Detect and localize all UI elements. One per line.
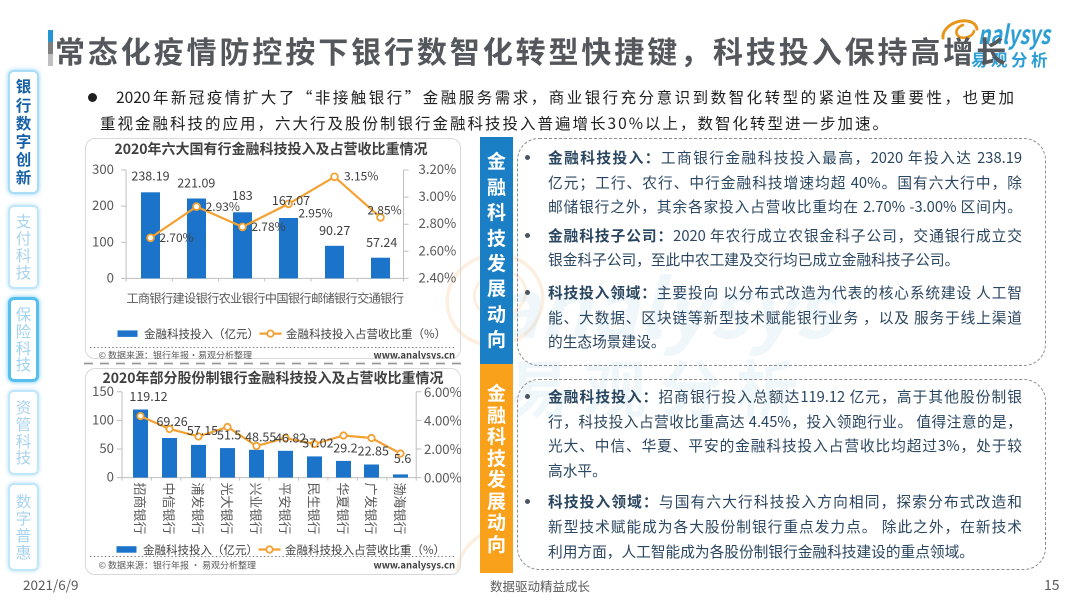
svg-text:221.09: 221.09 — [177, 173, 215, 192]
svg-text:2.60%: 2.60% — [418, 240, 456, 259]
svg-text:兴业银行: 兴业银行 — [247, 483, 266, 535]
svg-text:51.5: 51.5 — [217, 424, 241, 443]
svg-text:200: 200 — [92, 195, 114, 214]
svg-text:nalysys: nalysys — [978, 15, 1052, 52]
svg-text:57.24: 57.24 — [366, 232, 397, 251]
svg-text:3.00%: 3.00% — [418, 186, 456, 205]
svg-text:2020年六大国有行金融科技投入及占营收比重情况: 2020年六大国有行金融科技投入及占营收比重情况 — [114, 139, 427, 159]
svg-text:22.85: 22.85 — [357, 441, 388, 460]
svg-text:3.15%: 3.15% — [344, 168, 378, 185]
svg-text:46.82: 46.82 — [275, 427, 306, 446]
svg-text:100: 100 — [92, 231, 114, 250]
svg-text:广发银行: 广发银行 — [362, 483, 381, 535]
svg-text:2020年部分股份制银行金融科技投入及占营收比重情况: 2020年部分股份制银行金融科技投入及占营收比重情况 — [102, 368, 443, 388]
svg-text:民生银行: 民生银行 — [305, 483, 324, 535]
svg-text:工商银行建设银行农业银行中国银行邮储银行交通银行: 工商银行建设银行农业银行中国银行邮储银行交通银行 — [126, 289, 403, 307]
svg-text:易观分析: 易观分析 — [971, 47, 1051, 70]
svg-text:华夏银行: 华夏银行 — [334, 483, 353, 535]
svg-text:2.70%: 2.70% — [159, 229, 193, 246]
svg-text:© 数据来源：银行年报 · 易观分析整理: © 数据来源：银行年报 · 易观分析整理 — [98, 559, 256, 572]
svg-text:© 数据来源：银行年报·易观分析整理: © 数据来源：银行年报·易观分析整理 — [98, 349, 252, 359]
svg-text:300: 300 — [92, 159, 114, 178]
svg-text:浦发银行: 浦发银行 — [189, 483, 208, 535]
svg-text:69.26: 69.26 — [156, 411, 187, 430]
svg-text:50: 50 — [99, 438, 114, 457]
svg-text:57.15: 57.15 — [186, 420, 217, 439]
svg-text:2.78%: 2.78% — [251, 218, 285, 235]
svg-text:37.02: 37.02 — [302, 433, 333, 452]
svg-text:100: 100 — [92, 409, 114, 428]
svg-text:2.40%: 2.40% — [418, 267, 456, 286]
svg-text:www.analysys.cn: www.analysys.cn — [373, 348, 455, 359]
svg-text:48.55: 48.55 — [245, 427, 276, 446]
svg-text:6.00%: 6.00% — [424, 382, 461, 401]
svg-text:易观分析: 易观分析 — [508, 340, 812, 430]
svg-text:5.6: 5.6 — [393, 448, 410, 467]
svg-text:2.93%: 2.93% — [205, 198, 239, 215]
svg-text:光大银行: 光大银行 — [218, 483, 237, 535]
svg-text:2.00%: 2.00% — [424, 439, 461, 458]
svg-text:金融科技投入（亿元）: 金融科技投入（亿元） — [144, 326, 259, 342]
svg-text:119.12: 119.12 — [129, 386, 167, 405]
svg-text:238.19: 238.19 — [131, 166, 169, 185]
svg-text:0.00%: 0.00% — [424, 468, 461, 487]
svg-text:150: 150 — [92, 381, 114, 400]
svg-text:0: 0 — [106, 467, 113, 486]
svg-text:0: 0 — [106, 267, 113, 286]
svg-text:29.2: 29.2 — [333, 437, 357, 456]
svg-text:2.80%: 2.80% — [418, 213, 456, 232]
svg-text:analysys: analysys — [492, 246, 841, 362]
svg-text:渤海银行: 渤海银行 — [391, 483, 410, 535]
svg-text:招商银行: 招商银行 — [131, 483, 150, 535]
svg-text:183: 183 — [231, 185, 252, 204]
svg-text:3.20%: 3.20% — [418, 159, 456, 178]
svg-text:www.analysys.cn: www.analysys.cn — [373, 558, 455, 572]
svg-text:金融科技投入占营收比重（%）: 金融科技投入占营收比重（%） — [286, 326, 446, 342]
svg-text:金融科技投入（亿元）: 金融科技投入（亿元） — [143, 542, 258, 558]
svg-text:平安银行: 平安银行 — [276, 483, 295, 535]
svg-text:167.07: 167.07 — [271, 190, 309, 209]
svg-text:2.95%: 2.95% — [298, 205, 332, 222]
svg-text:中信银行: 中信银行 — [160, 483, 179, 535]
svg-text:4.00%: 4.00% — [424, 410, 461, 429]
svg-text:金融科技投入占营收比重（%）: 金融科技投入占营收比重（%） — [285, 542, 445, 558]
svg-text:90.27: 90.27 — [319, 220, 350, 239]
svg-text:2.85%: 2.85% — [367, 202, 401, 219]
